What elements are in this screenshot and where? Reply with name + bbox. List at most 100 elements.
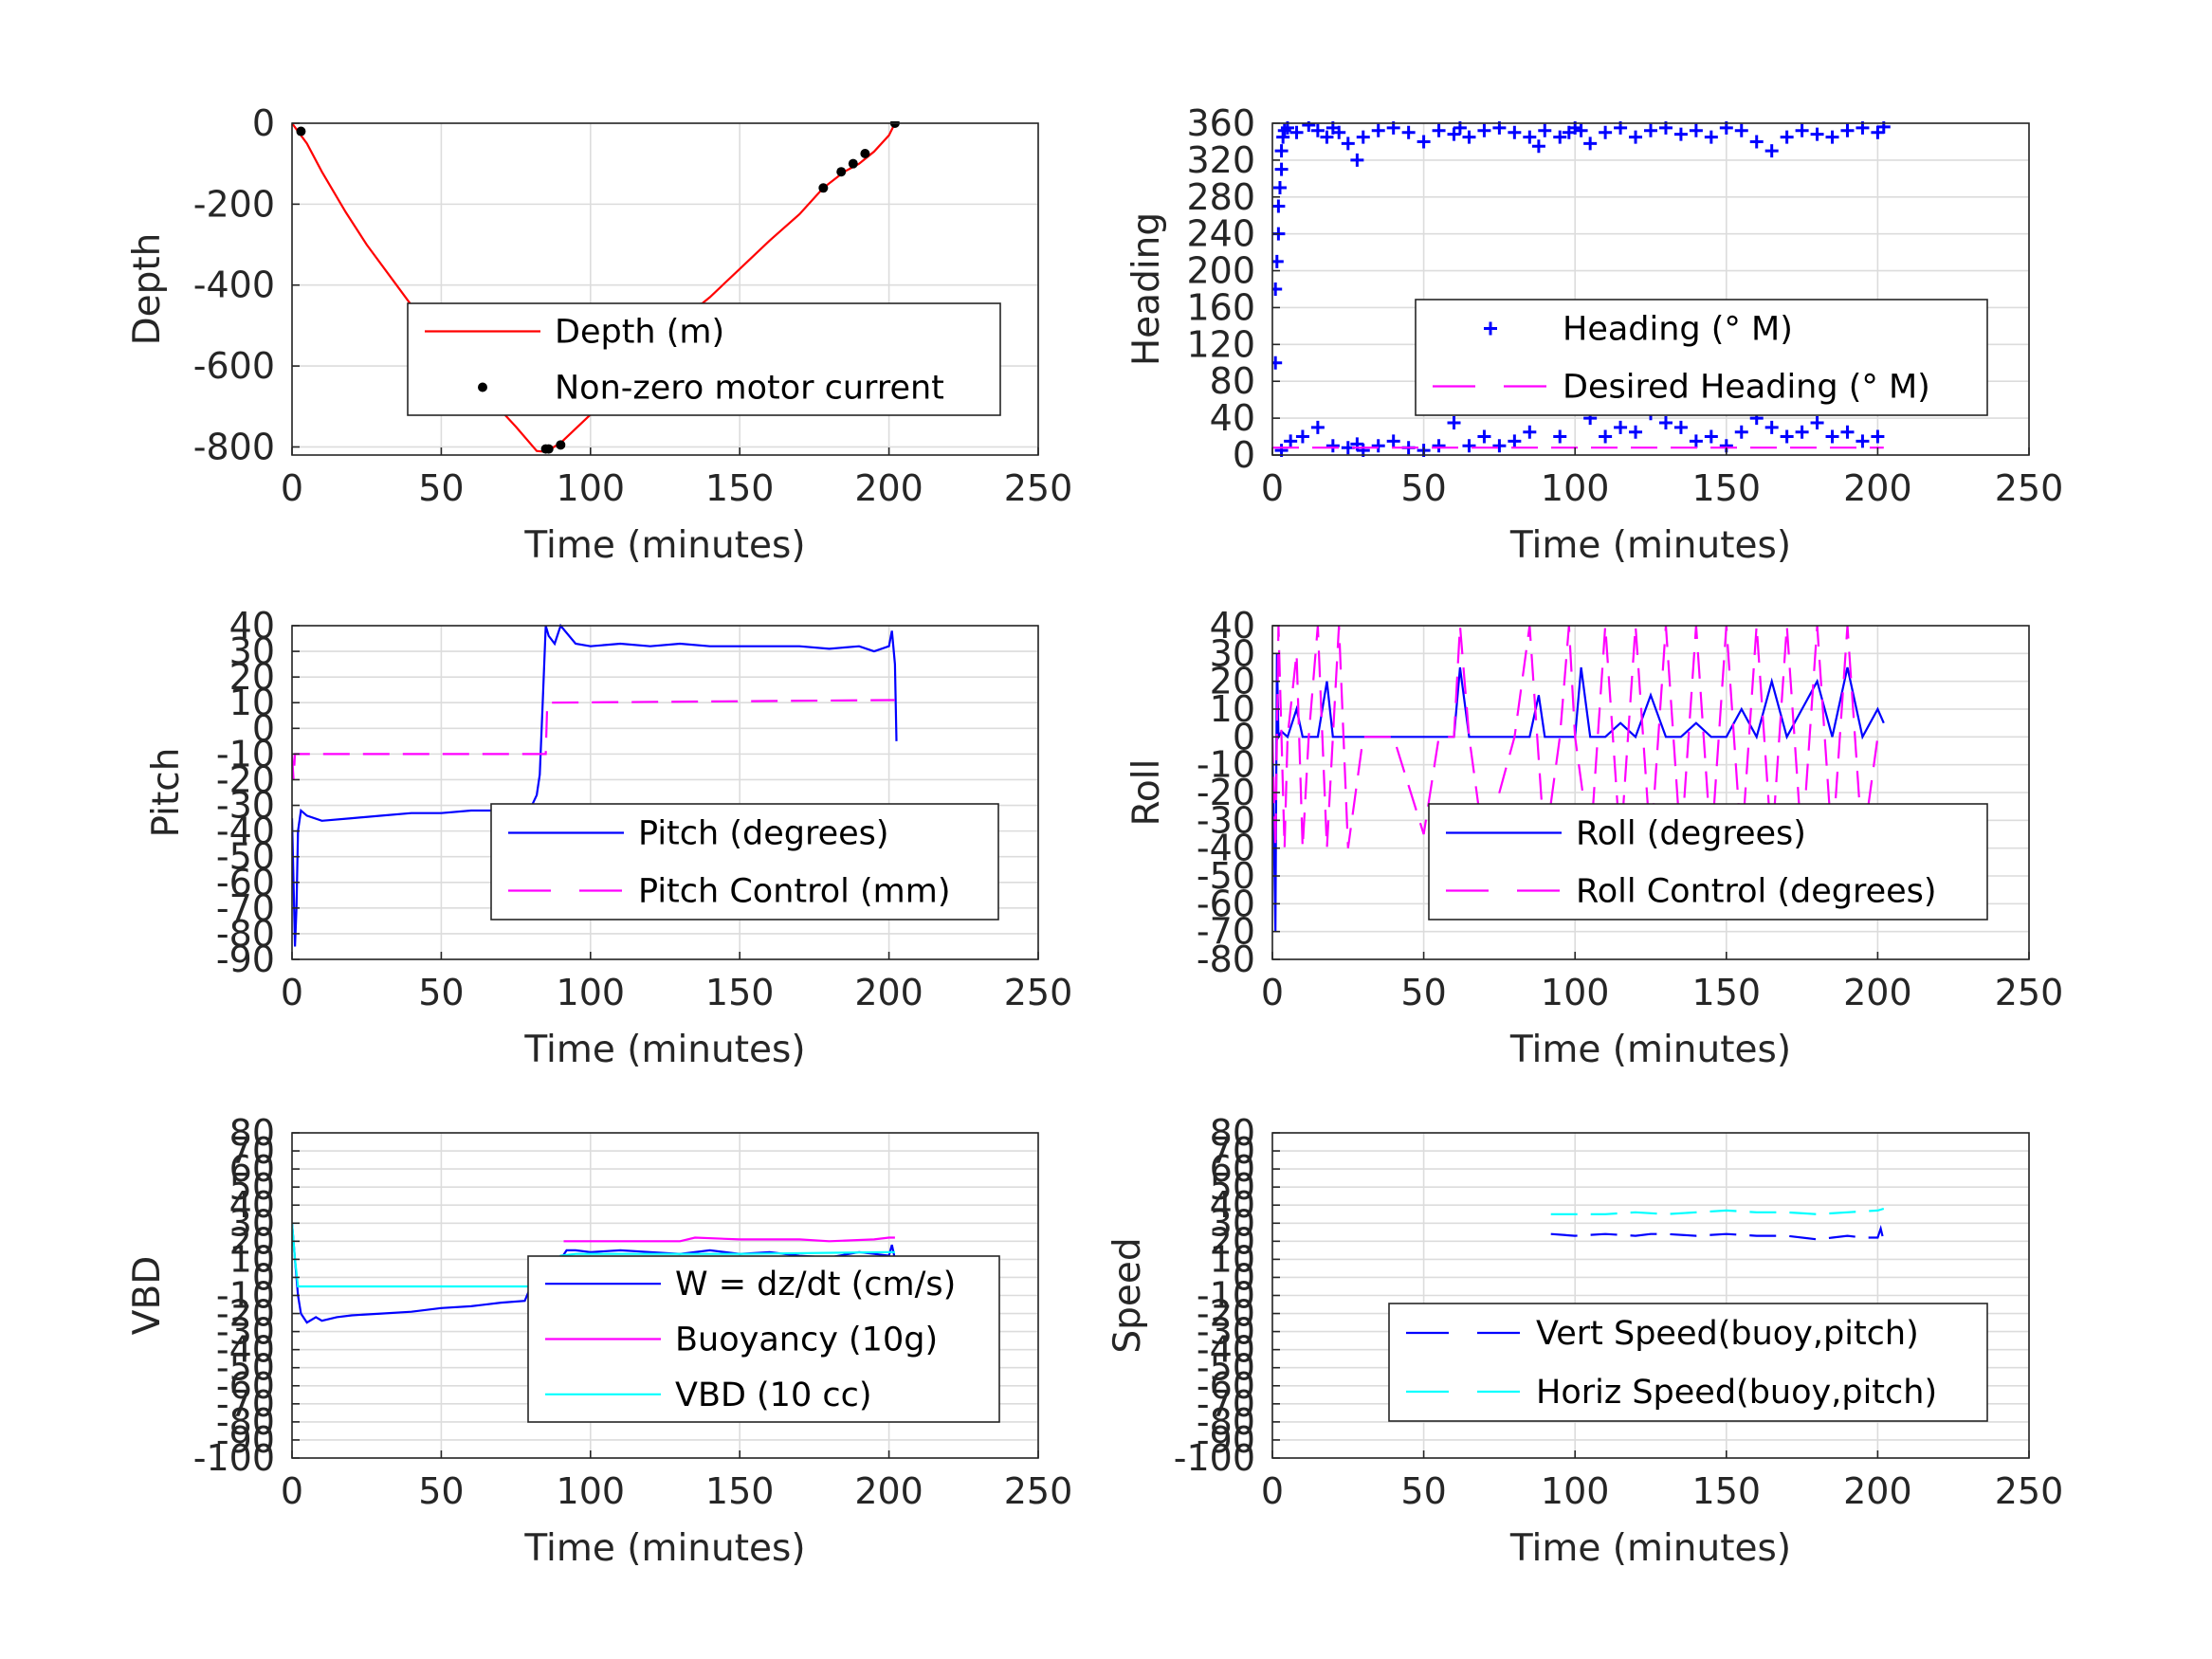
heading-series-0-point [1325,439,1340,453]
heading-series-0-point [1810,415,1824,429]
heading-y-tick-label: 360 [1186,102,1255,144]
speed-series-1-line [1550,1207,1885,1215]
heading-series-0-point [1386,434,1400,448]
pitch-x-tick-label: 150 [705,972,775,1013]
roll-x-tick-label: 100 [1541,972,1610,1013]
roll-data [1272,625,1885,932]
speed-y-tick-label: 30 [1210,1202,1255,1244]
vbd-y-tick-label: -100 [193,1437,275,1479]
speed-series-0-line [1550,1225,1885,1242]
vbd-x-tick-label: 100 [557,1470,626,1512]
heading-series-0-point [1614,420,1628,434]
pitch-legend: Pitch (degrees) Pitch Control (mm) [490,803,999,921]
roll-y-tick-label: -60 [1197,883,1255,924]
heading-x-tick-label: 200 [1843,467,1912,509]
pitch-x-tick-label: 250 [1004,972,1073,1013]
heading-x-tick-label: 250 [1995,467,2064,509]
pitch-x-tick-label: 50 [418,972,464,1013]
depth-series-1-point [818,183,829,193]
pitch-y-tick-label: -60 [216,862,275,903]
heading-series-0-point [1825,429,1839,444]
speed-legend-label: Vert Speed(buoy,pitch) [1536,1315,1919,1353]
depth-y-tick-label: -600 [193,345,275,387]
vbd-legend-label: W = dz/dt (cm/s) [675,1266,956,1304]
depth-x-tick-label: 150 [705,467,775,509]
heading-series-0-point [1673,420,1688,434]
depth-x-axis-label: Time (minutes) [523,524,805,567]
heading-series-0-point [1272,356,1283,370]
heading-series-0-point [1492,439,1507,453]
vbd-y-tick-label: -70 [216,1383,275,1425]
pitch-y-tick-label: -10 [216,733,275,775]
depth-legend-label: Non-zero motor current [555,370,944,408]
roll-series-0-line [1272,653,1885,932]
depth-series-1-point [556,440,566,450]
roll-y-tick-label: -50 [1197,855,1255,897]
heading-series-0-point [1432,439,1446,453]
roll-x-axis-label: Time (minutes) [1509,1029,1791,1071]
vbd-y-tick-label: -30 [216,1311,275,1353]
heading-legend-box [1415,299,1988,416]
vbd-x-tick-label: 50 [418,1470,464,1512]
heading-series-0-point [1462,439,1476,453]
vbd-y-tick-label: 20 [229,1220,275,1262]
speed-x-tick-label: 0 [1261,1470,1284,1512]
heading-series-0-point [1477,429,1491,444]
vbd-y-tick-label: -60 [216,1365,275,1407]
speed-y-tick-label: 50 [1210,1166,1255,1208]
speed-y-tick-label: -70 [1197,1383,1255,1425]
roll-x-tick-label: 250 [1995,972,2064,1013]
speed-y-tick-label: -10 [1197,1275,1255,1317]
heading-series-0-point [1538,123,1552,137]
speed-y-tick-label: -60 [1197,1365,1255,1407]
speed-legend-label: Horiz Speed(buoy,pitch) [1536,1374,1937,1412]
heading-series-0-point [1401,125,1416,139]
depth-legend-box [407,302,1001,416]
heading-series-0-point [1289,125,1304,139]
depth-series-1-point [836,167,847,177]
vbd-legend: W = dz/dt (cm/s) Buoyancy (10g) VBD (10 cc… [527,1255,1000,1423]
roll-x-tick-label: 0 [1261,972,1284,1013]
heading-series-0-point [1764,420,1779,434]
depth-x-tick-label: 100 [557,467,626,509]
vbd-y-tick-label: -80 [216,1401,275,1443]
pitch-y-tick-label: -40 [216,811,275,852]
heading-series-0-point [1629,425,1643,439]
heading-series-0-point [1749,135,1764,149]
heading-series-0-point [1840,123,1855,137]
vbd-y-tick-label: 40 [229,1184,275,1226]
heading-y-tick-label: 320 [1186,139,1255,181]
pitch-y-tick-label: 10 [229,682,275,723]
heading-series-0-point [1780,130,1794,144]
vbd-y-tick-label: -90 [216,1419,275,1461]
speed-x-axis-label: Time (minutes) [1509,1527,1791,1570]
pitch-y-tick-label: 30 [229,630,275,672]
speed-x-tick-label: 150 [1692,1470,1762,1512]
heading-y-tick-label: 200 [1186,250,1255,292]
heading-y-tick-label: 40 [1210,397,1255,439]
speed-y-tick-label: 60 [1210,1148,1255,1190]
pitch-legend-label: Pitch (degrees) [638,815,889,853]
pitch-legend-box [490,803,999,921]
vbd-y-tick-label: 0 [252,1256,275,1298]
roll-y-tick-label: 20 [1210,661,1255,702]
heading-y-tick-label: 0 [1233,434,1255,476]
vbd-y-tick-label: -40 [216,1329,275,1371]
heading-series-0-point [1284,434,1298,448]
heading-series-0-point [1274,144,1289,158]
heading-series-0-point [1302,121,1316,132]
speed-y-tick-label: 20 [1210,1220,1255,1262]
pitch-y-tick-label: 0 [252,707,275,749]
depth-y-tick-label: -400 [193,264,275,306]
speed-y-tick-label: 10 [1210,1238,1255,1280]
heading-series-0-point [1734,425,1748,439]
heading-series-0-point [1531,139,1545,154]
pitch-y-tick-label: -80 [216,913,275,955]
heading-series-0-point [1356,130,1370,144]
depth-y-axis-label: Depth [126,233,169,346]
heading-x-tick-label: 50 [1400,467,1446,509]
vbd-series-1-line [563,1236,895,1243]
pitch-y-tick-label: -50 [216,836,275,878]
speed-y-tick-label: 40 [1210,1184,1255,1226]
heading-series-0-point [1795,425,1809,439]
